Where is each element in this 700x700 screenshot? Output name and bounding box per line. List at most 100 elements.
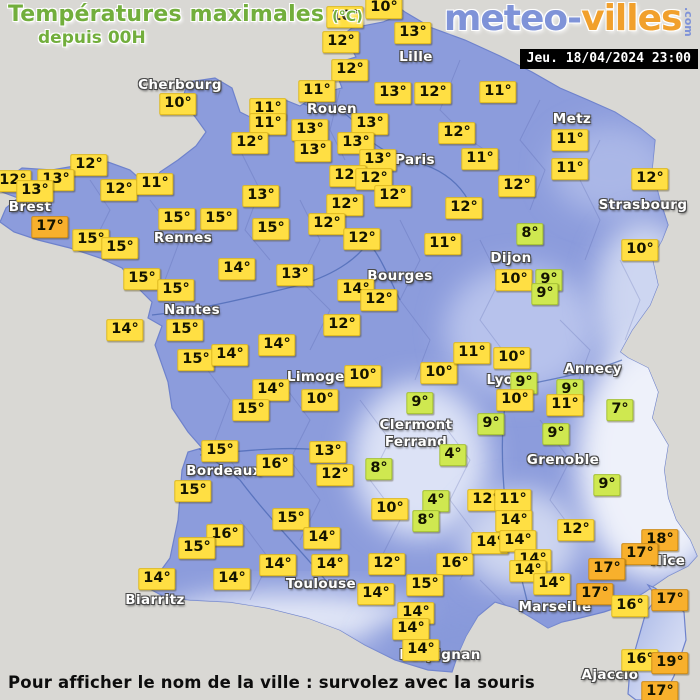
temp-badge[interactable]: 14°: [392, 618, 430, 640]
temp-badge[interactable]: 12°: [100, 179, 138, 201]
temp-badge[interactable]: 14°: [259, 554, 297, 576]
temp-badge[interactable]: 14°: [402, 639, 440, 661]
temp-badge[interactable]: 13°: [337, 132, 375, 154]
temp-badge[interactable]: 13°: [359, 149, 397, 171]
temp-badge[interactable]: 9°: [542, 423, 570, 445]
temp-badge[interactable]: 10°: [326, 6, 364, 28]
temp-badge[interactable]: 10°: [495, 269, 533, 291]
temp-badge[interactable]: 15°: [232, 399, 270, 421]
temp-badge[interactable]: 12°: [414, 82, 452, 104]
temp-badge[interactable]: 12°: [557, 519, 595, 541]
temp-badge[interactable]: 11°: [249, 113, 287, 135]
temp-badge[interactable]: 14°: [357, 583, 395, 605]
temp-badge[interactable]: 4°: [439, 444, 467, 466]
temp-badge[interactable]: 11°: [424, 233, 462, 255]
temp-badge[interactable]: 12°: [368, 553, 406, 575]
temp-badge[interactable]: 12°: [70, 154, 108, 176]
temp-badge[interactable]: 10°: [301, 389, 339, 411]
temp-badge[interactable]: 14°: [106, 319, 144, 341]
temp-badge[interactable]: 11°: [298, 80, 336, 102]
temp-badge[interactable]: 15°: [166, 319, 204, 341]
temp-badge[interactable]: 16°: [611, 595, 649, 617]
temp-badge[interactable]: 12°: [316, 464, 354, 486]
temp-badge[interactable]: 12°: [631, 168, 669, 190]
temp-badge[interactable]: 12°: [343, 228, 381, 250]
temp-badge[interactable]: 8°: [516, 223, 544, 245]
temp-badge[interactable]: 9°: [593, 474, 621, 496]
temp-badge[interactable]: 12°: [360, 289, 398, 311]
brand-logo[interactable]: meteo-villes .com: [444, 0, 695, 38]
temp-badge[interactable]: 11°: [546, 394, 584, 416]
temp-badge[interactable]: 13°: [351, 113, 389, 135]
temp-badge[interactable]: 13°: [291, 119, 329, 141]
temp-badge[interactable]: 15°: [123, 268, 161, 290]
temp-badge[interactable]: 17°: [576, 583, 614, 605]
temp-badge[interactable]: 10°: [371, 498, 409, 520]
temp-badge[interactable]: 13°: [294, 140, 332, 162]
temp-badge[interactable]: 15°: [272, 508, 310, 530]
temp-badge[interactable]: 14°: [213, 568, 251, 590]
temp-badge[interactable]: 4°: [422, 490, 450, 512]
temp-badge[interactable]: 15°: [101, 237, 139, 259]
temp-badge[interactable]: 12°: [445, 197, 483, 219]
temp-badge[interactable]: 13°: [309, 441, 347, 463]
temp-badge[interactable]: 10°: [493, 347, 531, 369]
temp-badge[interactable]: 15°: [200, 208, 238, 230]
temp-badge[interactable]: 14°: [258, 334, 296, 356]
temp-badge[interactable]: 9°: [477, 413, 505, 435]
temp-badge[interactable]: 15°: [158, 208, 196, 230]
temp-badge[interactable]: 9°: [531, 283, 559, 305]
temp-badge[interactable]: 10°: [365, 0, 403, 19]
temp-badge[interactable]: 11°: [461, 148, 499, 170]
temp-badge[interactable]: 13°: [276, 264, 314, 286]
temp-badge[interactable]: 9°: [406, 392, 434, 414]
temp-badge[interactable]: 12°: [308, 213, 346, 235]
temp-badge[interactable]: 12°: [231, 132, 269, 154]
temp-badge[interactable]: 14°: [138, 568, 176, 590]
temp-badge[interactable]: 16°: [436, 553, 474, 575]
temp-badge[interactable]: 16°: [256, 454, 294, 476]
temp-badge[interactable]: 7°: [606, 399, 634, 421]
temp-badge[interactable]: 14°: [303, 527, 341, 549]
temp-badge[interactable]: 17°: [641, 681, 679, 700]
temp-badge[interactable]: 13°: [394, 22, 432, 44]
temp-badge[interactable]: 11°: [494, 489, 532, 511]
temp-badge[interactable]: 12°: [374, 185, 412, 207]
temp-badge[interactable]: 12°: [322, 31, 360, 53]
temp-badge[interactable]: 16°: [621, 649, 659, 671]
temp-badge[interactable]: 8°: [365, 458, 393, 480]
temp-badge[interactable]: 19°: [651, 652, 689, 674]
temp-badge[interactable]: 15°: [178, 537, 216, 559]
temp-badge[interactable]: 12°: [355, 168, 393, 190]
temp-badge[interactable]: 17°: [621, 543, 659, 565]
temp-badge[interactable]: 11°: [551, 129, 589, 151]
temp-badge[interactable]: 15°: [201, 440, 239, 462]
temp-badge[interactable]: 11°: [453, 342, 491, 364]
temp-badge[interactable]: 13°: [374, 82, 412, 104]
temp-badge[interactable]: 16°: [206, 524, 244, 546]
temp-badge[interactable]: 15°: [406, 574, 444, 596]
temp-badge[interactable]: 15°: [174, 480, 212, 502]
temp-badge[interactable]: 11°: [551, 158, 589, 180]
temp-badge[interactable]: 8°: [412, 510, 440, 532]
temp-badge[interactable]: 12°: [331, 59, 369, 81]
temp-badge[interactable]: 14°: [499, 530, 537, 552]
temp-badge[interactable]: 10°: [496, 389, 534, 411]
temp-badge[interactable]: 14°: [533, 573, 571, 595]
temp-badge[interactable]: 15°: [157, 279, 195, 301]
temp-badge[interactable]: 10°: [621, 239, 659, 261]
temp-badge[interactable]: 10°: [344, 365, 382, 387]
temp-badge[interactable]: 14°: [252, 379, 290, 401]
temp-badge[interactable]: 15°: [177, 349, 215, 371]
temp-badge[interactable]: 12°: [438, 122, 476, 144]
temp-badge[interactable]: 13°: [16, 180, 54, 202]
temp-badge[interactable]: 13°: [242, 185, 280, 207]
temp-badge[interactable]: 17°: [588, 558, 626, 580]
temp-badge[interactable]: 17°: [31, 216, 69, 238]
temp-badge[interactable]: 17°: [651, 589, 689, 611]
temp-badge[interactable]: 11°: [136, 173, 174, 195]
temp-badge[interactable]: 15°: [252, 218, 290, 240]
temp-badge[interactable]: 11°: [479, 81, 517, 103]
temp-badge[interactable]: 12°: [323, 314, 361, 336]
temp-badge[interactable]: 12°: [498, 175, 536, 197]
